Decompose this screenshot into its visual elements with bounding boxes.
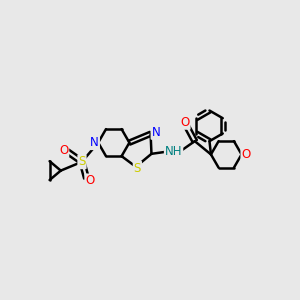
- Text: O: O: [59, 143, 68, 157]
- Text: N: N: [152, 126, 160, 139]
- Text: O: O: [242, 148, 250, 161]
- Text: NH: NH: [165, 145, 182, 158]
- Text: O: O: [85, 174, 94, 188]
- Text: N: N: [90, 136, 99, 149]
- Text: S: S: [78, 155, 86, 168]
- Text: S: S: [134, 162, 141, 175]
- Text: O: O: [180, 116, 190, 129]
